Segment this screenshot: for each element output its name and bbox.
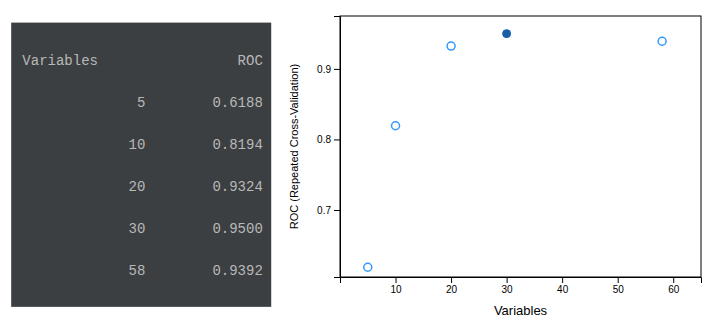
point	[392, 122, 400, 130]
y-axis: 0.7 0.8 0.9	[317, 17, 340, 278]
table-cell: 5	[137, 95, 145, 111]
chart: Variables ROC 5 0.6188 10 0.8194 20 0.9324 30 0.9…	[0, 0, 713, 323]
table-background	[11, 23, 271, 307]
x-tick-mark	[562, 277, 563, 283]
table-header: ROC	[238, 53, 263, 69]
x-tick-mark	[451, 277, 452, 283]
x-axis-line	[341, 278, 702, 284]
x-tick-mark	[618, 277, 619, 283]
x-tick: 20	[446, 277, 458, 295]
table-cell: 0.8194	[212, 137, 262, 153]
x-tick-label: 40	[557, 284, 569, 295]
table: Variables ROC 5 0.6188 10 0.8194 20 0.9324 30 0.9…	[11, 23, 271, 307]
table-cell: 58	[129, 263, 146, 279]
x-tick-label: 60	[668, 284, 680, 295]
point	[503, 30, 511, 38]
x-axis-title: Variables	[494, 303, 548, 318]
x-tick-mark	[673, 277, 674, 283]
table-header: Variables	[22, 53, 98, 69]
x-tick-label: 50	[613, 284, 625, 295]
y-tick: 0.8	[317, 134, 340, 145]
plot-frame	[340, 16, 701, 277]
y-tick: 0.7	[317, 205, 340, 216]
table-cell: 10	[129, 137, 146, 153]
table-cell: 0.6188	[212, 95, 262, 111]
x-tick-mark	[396, 277, 397, 283]
x-tick: 30	[502, 277, 514, 295]
x-tick: 40	[557, 277, 569, 295]
x-tick-label: 20	[446, 284, 458, 295]
plot: 10 20 30 40 50 60 0.7 0.8 0.9 Variables ROC (Repea…	[288, 16, 702, 318]
point	[447, 42, 455, 50]
points	[364, 30, 666, 272]
y-tick-mark	[334, 69, 340, 70]
y-tick-label: 0.7	[317, 205, 331, 216]
series	[503, 30, 511, 38]
x-tick-label: 10	[390, 284, 402, 295]
table-cell: 0.9392	[212, 263, 262, 279]
table-cell: 0.9500	[212, 221, 262, 237]
x-tick-label: 30	[502, 284, 514, 295]
point	[364, 263, 372, 271]
y-tick-label: 0.8	[317, 134, 331, 145]
table-cell: 30	[129, 221, 146, 237]
x-tick-mark	[507, 277, 508, 283]
x-tick: 60	[668, 277, 680, 295]
table-cell: 20	[129, 179, 146, 195]
x-tick: 10	[390, 277, 402, 295]
y-tick: 0.9	[317, 64, 340, 75]
x-axis: 10 20 30 40 50 60	[341, 277, 702, 295]
y-tick-mark	[334, 139, 340, 140]
point	[658, 37, 666, 45]
x-tick: 50	[613, 277, 625, 295]
y-tick-mark	[334, 210, 340, 211]
series	[364, 37, 666, 271]
y-axis-line	[334, 17, 341, 278]
y-tick-label: 0.9	[317, 64, 331, 75]
table-cell: 0.9324	[212, 179, 262, 195]
y-axis-title: ROC (Repeated Cross-Validation)	[288, 64, 300, 229]
